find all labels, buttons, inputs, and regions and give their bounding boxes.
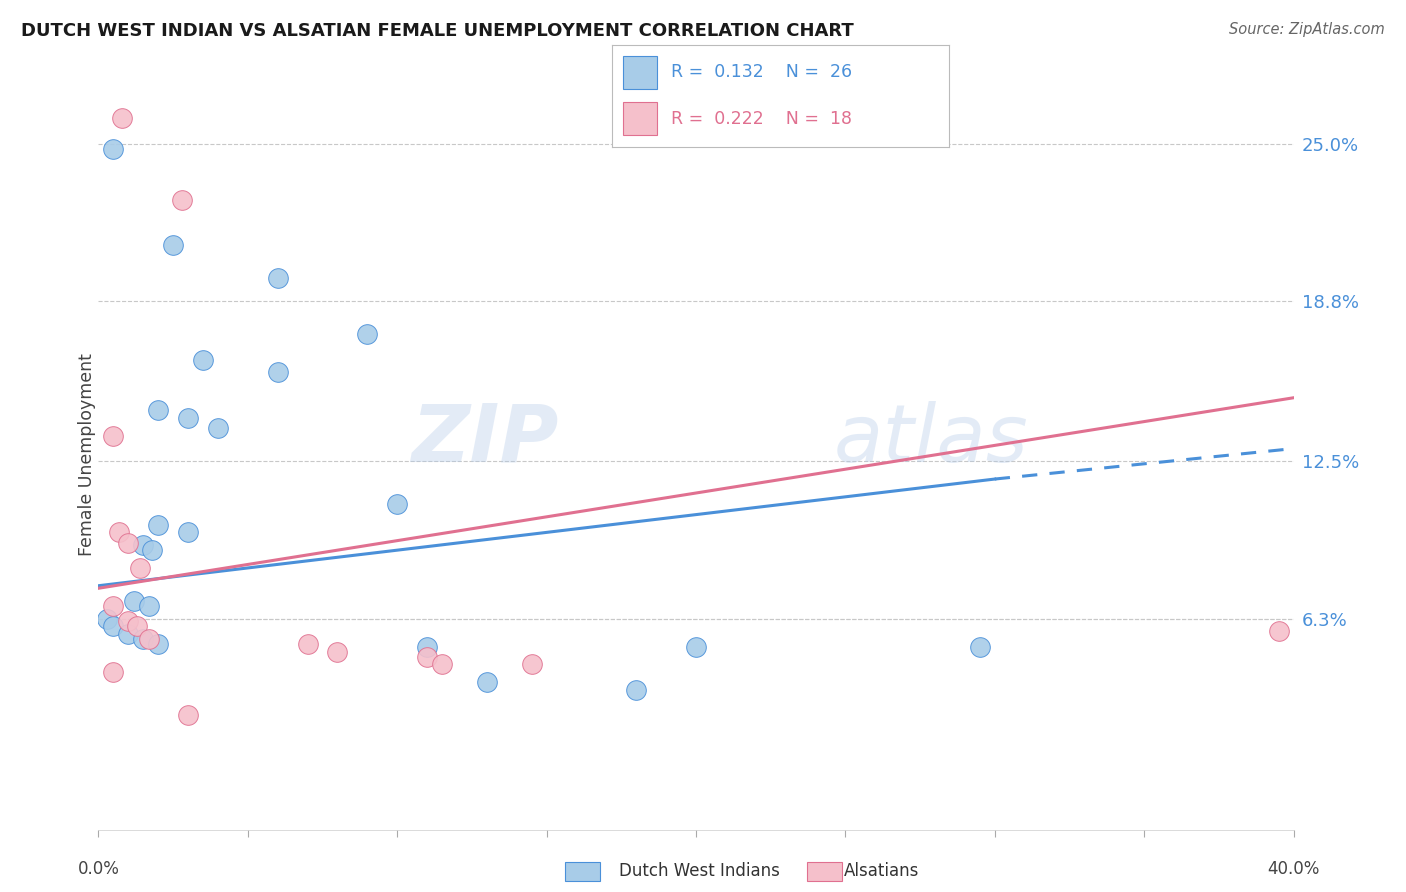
- Text: 40.0%: 40.0%: [1267, 860, 1320, 878]
- FancyBboxPatch shape: [623, 102, 657, 135]
- Point: [129, 561, 152, 575]
- Point: [111, 112, 134, 126]
- FancyBboxPatch shape: [623, 56, 657, 88]
- Point: [138, 632, 160, 646]
- Text: R =  0.132    N =  26: R = 0.132 N = 26: [671, 63, 852, 81]
- Point: [1267, 624, 1289, 639]
- Point: [430, 657, 453, 672]
- Point: [124, 594, 146, 608]
- Point: [96, 612, 118, 626]
- Point: [177, 525, 200, 540]
- Point: [103, 619, 125, 633]
- Point: [416, 649, 439, 664]
- Point: [103, 599, 125, 613]
- Point: [326, 645, 349, 659]
- Text: Source: ZipAtlas.com: Source: ZipAtlas.com: [1229, 22, 1385, 37]
- Point: [416, 640, 439, 654]
- Point: [148, 403, 170, 417]
- Text: atlas: atlas: [834, 401, 1028, 479]
- Text: Alsatians: Alsatians: [844, 863, 920, 880]
- Point: [520, 657, 543, 672]
- Point: [141, 543, 163, 558]
- Point: [117, 627, 139, 641]
- Point: [172, 193, 194, 207]
- Point: [162, 238, 184, 252]
- Point: [127, 619, 149, 633]
- Point: [117, 615, 139, 629]
- Point: [132, 632, 155, 646]
- Point: [207, 421, 229, 435]
- Point: [138, 599, 160, 613]
- Text: R =  0.222    N =  18: R = 0.222 N = 18: [671, 111, 852, 128]
- Point: [969, 640, 991, 654]
- Point: [356, 327, 378, 342]
- Text: ZIP: ZIP: [411, 401, 558, 479]
- Y-axis label: Female Unemployment: Female Unemployment: [79, 353, 96, 557]
- Text: DUTCH WEST INDIAN VS ALSATIAN FEMALE UNEMPLOYMENT CORRELATION CHART: DUTCH WEST INDIAN VS ALSATIAN FEMALE UNE…: [21, 22, 853, 40]
- Point: [475, 675, 498, 690]
- Point: [103, 665, 125, 679]
- Point: [267, 271, 290, 285]
- Point: [385, 498, 409, 512]
- Point: [148, 637, 170, 651]
- Point: [297, 637, 319, 651]
- Point: [148, 517, 170, 532]
- Point: [103, 429, 125, 443]
- Text: 0.0%: 0.0%: [77, 860, 120, 878]
- Text: Dutch West Indians: Dutch West Indians: [619, 863, 779, 880]
- Point: [117, 535, 139, 549]
- Point: [103, 142, 125, 156]
- Point: [267, 365, 290, 379]
- Point: [108, 525, 131, 540]
- Point: [177, 411, 200, 425]
- Point: [685, 640, 707, 654]
- Point: [132, 538, 155, 552]
- Point: [191, 352, 214, 367]
- Point: [177, 708, 200, 723]
- Point: [626, 682, 648, 697]
